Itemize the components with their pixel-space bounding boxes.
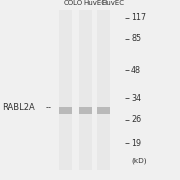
Text: 117: 117: [131, 14, 146, 22]
Bar: [59, 10, 72, 170]
Text: (kD): (kD): [131, 158, 147, 164]
Text: 48: 48: [131, 66, 141, 75]
Text: COLO: COLO: [64, 0, 83, 6]
Text: 26: 26: [131, 115, 141, 124]
Bar: [79, 10, 92, 170]
Bar: [97, 10, 110, 170]
Text: --: --: [46, 103, 52, 112]
Bar: [97, 107, 110, 114]
Bar: [59, 107, 72, 114]
Bar: [79, 107, 92, 114]
Text: HuvEC: HuvEC: [101, 0, 124, 6]
Text: HuvEC: HuvEC: [83, 0, 106, 6]
Text: 34: 34: [131, 94, 141, 103]
Text: 19: 19: [131, 139, 141, 148]
Text: 85: 85: [131, 34, 141, 43]
Text: RABL2A: RABL2A: [2, 103, 35, 112]
